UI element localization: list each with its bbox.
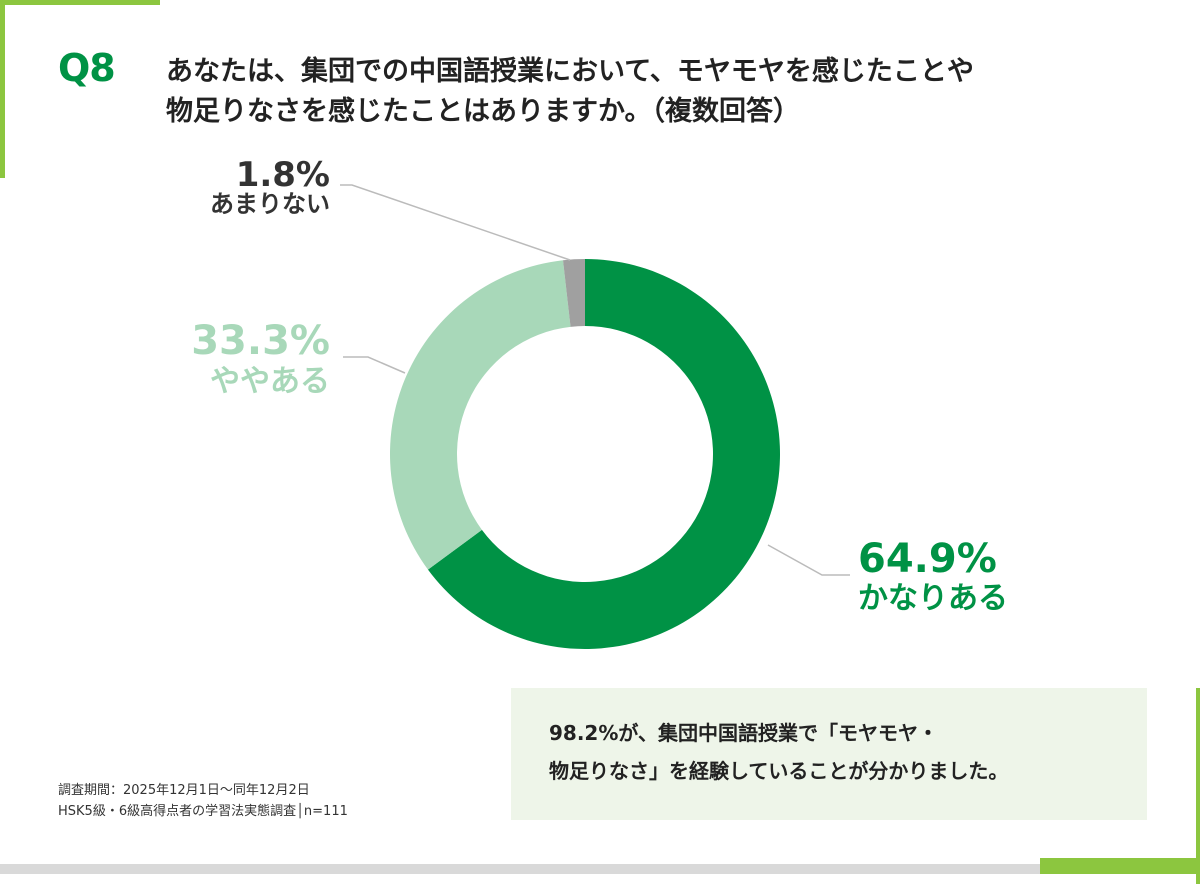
top-accent-bar (0, 0, 160, 5)
leader-line-kanari (767, 544, 850, 576)
slice-label-amari: あまりない (210, 190, 330, 218)
leader-lines (340, 184, 850, 576)
donut-slices (390, 259, 781, 649)
bottom-divider-bar (0, 864, 1040, 874)
slice-value-amari: 1.8% (236, 155, 330, 195)
donut-slice-1 (390, 260, 571, 570)
bottom-right-accent-bar (1040, 858, 1200, 874)
leader-line-yaya (343, 356, 406, 374)
slice-label-yaya: ややある (210, 364, 330, 399)
slice-value-yaya: 33.3% (191, 318, 330, 364)
slice-labels: 64.9% かなりある 33.3% ややある 1.8% あまりない (191, 155, 1008, 616)
donut-slice-2 (562, 259, 585, 327)
right-accent-bar (1196, 688, 1200, 884)
summary-box: 98.2%が、集団中国語授業で「モヤモヤ・ 物足りなさ」を経験していることが分か… (511, 688, 1147, 820)
question-number: Q8 (58, 46, 116, 90)
left-accent-bar (0, 0, 5, 178)
slice-value-kanari: 64.9% (858, 536, 997, 582)
question-line-2: 物足りなさを感じたことはありますか。（複数回答） (166, 96, 800, 127)
donut-slice-0 (427, 259, 781, 649)
summary-line-2: 物足りなさ」を経験していることが分かりました。 (549, 759, 1009, 783)
slice-label-kanari: かなりある (858, 581, 1008, 616)
question-line-1: あなたは、集団での中国語授業において、モヤモヤを感じたことや (166, 56, 974, 87)
survey-name: HSK5級・6級高得点者の学習法実態調査│n=111 (58, 804, 348, 819)
summary-line-1: 98.2%が、集団中国語授業で「モヤモヤ・ (549, 721, 938, 745)
footnote: 調査期間：2025年12月1日〜同年12月2日 HSK5級・6級高得点者の学習法… (58, 780, 348, 822)
leader-line-amari (340, 184, 571, 261)
question-text: あなたは、集団での中国語授業において、モヤモヤを感じたことや 物足りなさを感じた… (166, 52, 1096, 132)
survey-period: 調査期間：2025年12月1日〜同年12月2日 (58, 783, 310, 798)
